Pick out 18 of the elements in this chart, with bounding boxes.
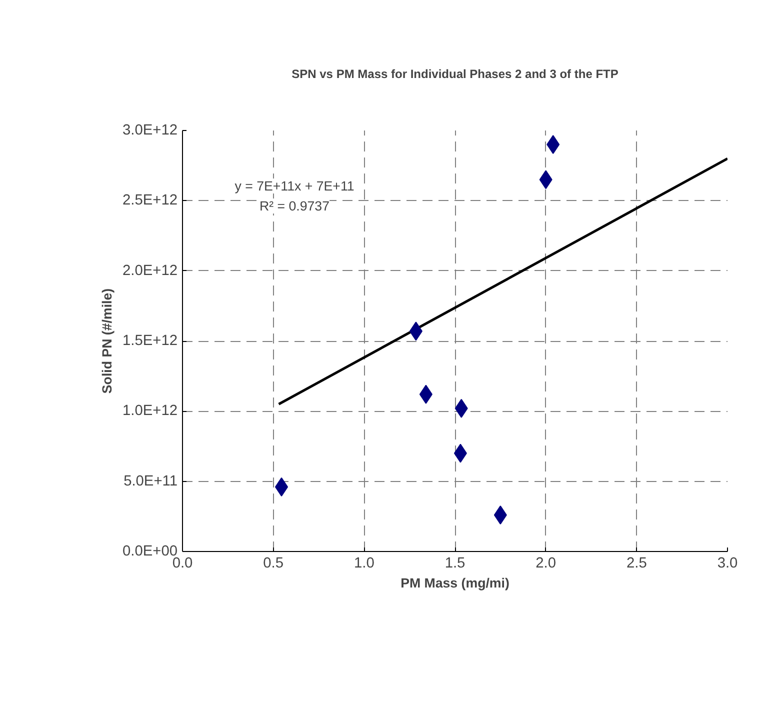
y-axis-title: Solid PN (#/mile) <box>99 288 114 394</box>
x-tick-label: 2.5 <box>626 556 647 572</box>
y-tick-label: 5.0E+11 <box>124 473 178 490</box>
y-tick-label: 2.5E+12 <box>122 192 178 209</box>
y-tick-label: 1.5E+12 <box>122 333 178 349</box>
x-tick-label: 1.5 <box>444 556 466 572</box>
x-tick-label: 0.5 <box>263 556 284 572</box>
y-tick-label: 2.0E+12 <box>122 262 178 279</box>
y-tick-label: 3.0E+12 <box>122 122 178 138</box>
y-tick-label: 1.0E+12 <box>122 403 178 420</box>
annotation: y = 7E+11x + 7E+11 <box>234 178 354 194</box>
chart-title: SPN vs PM Mass for Individual Phases 2 and 3 of the FTP <box>292 67 618 81</box>
x-axis-title: PM Mass (mg/mi) <box>400 576 510 590</box>
annotation: R² = 0.9737 <box>259 198 330 214</box>
x-tick-label: 0.0 <box>172 556 193 572</box>
x-tick-label: 1.0 <box>354 556 374 572</box>
x-tick-label: 3.0 <box>717 556 738 572</box>
x-tick-label: 2.0 <box>536 556 556 572</box>
